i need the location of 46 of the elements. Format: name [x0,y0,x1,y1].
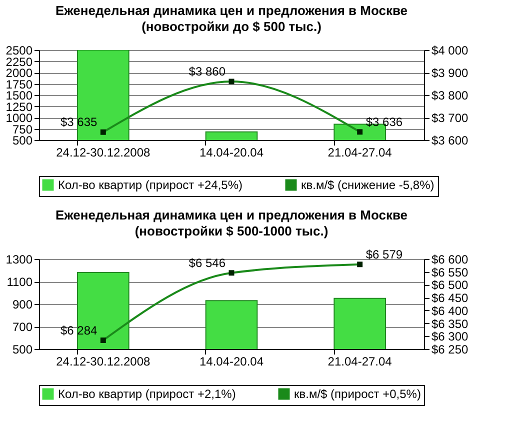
x-tick-label: 21.04-27.04 [328,146,392,160]
data-label: $3 635 [60,115,98,130]
y-tick-label: 900 [12,298,33,312]
data-label: $6 579 [366,247,403,262]
y2-tick-label: $6 450 [432,291,469,306]
legend-label: Кол-во квартир (прирост +24,5%) [58,178,243,192]
x-tick-label: 24.12-30.12.2008 [56,354,151,368]
y-tick-label: 700 [12,320,33,334]
y2-tick-label: $6 500 [432,278,469,292]
x-tick-label: 14.04-20.04 [199,354,264,368]
y-tick-label: 1100 [6,275,33,289]
y-tick-label: 750 [12,122,33,136]
y-tick-label: 1000 [6,111,33,125]
y2-tick-label: $3 600 [432,134,469,148]
y-tick-label: 500 [12,134,33,148]
chart-title: Еженедельная динамика цен и предложения в Москве [55,3,408,18]
x-tick-label: 24.12-30.12.2008 [56,146,151,160]
legend-label: кв.м/$ (снижение -5,8%) [301,178,434,192]
y-tick-label: 1300 [6,252,33,266]
data-label: $3 860 [188,64,226,78]
data-label: $6 546 [188,256,226,270]
y2-tick-label: $3 800 [432,88,469,102]
chart-subtitle: (новостройки до $ 500 тыс.) [142,19,322,34]
y2-tick-label: $6 400 [432,304,469,318]
x-tick-label: 14.04-20.04 [199,146,264,160]
y2-tick-label: $6 550 [432,265,469,280]
y-tick-label: 2000 [6,66,33,80]
y2-tick-label: $3 700 [432,111,469,125]
y2-tick-label: $6 300 [432,330,469,344]
y-tick-label: 1250 [6,100,33,114]
y-tick-label: 1500 [6,88,33,102]
y-tick-label: 2250 [6,54,33,69]
legend-label: Кол-во квартир (прирост +2,1%) [58,387,236,401]
x-tick-label: 21.04-27.04 [328,354,392,368]
y2-tick-label: $4 000 [432,44,469,58]
data-label: $6 284 [60,323,98,338]
y2-tick-label: $6 600 [432,252,469,266]
y-tick-label: 2500 [6,44,33,58]
y-tick-label: 500 [12,342,33,356]
chart-title: Еженедельная динамика цен и предложения в Москве [55,207,408,222]
y2-tick-label: $3 900 [432,66,469,80]
legend-label: кв.м/$ (прирост +0,5%) [294,387,421,401]
chart-subtitle: (новостройки $ 500-1000 тыс.) [134,223,328,238]
y-tick-label: 1750 [6,77,33,92]
y2-tick-label: $6 250 [432,342,469,356]
y2-tick-label: $6 350 [432,316,469,331]
